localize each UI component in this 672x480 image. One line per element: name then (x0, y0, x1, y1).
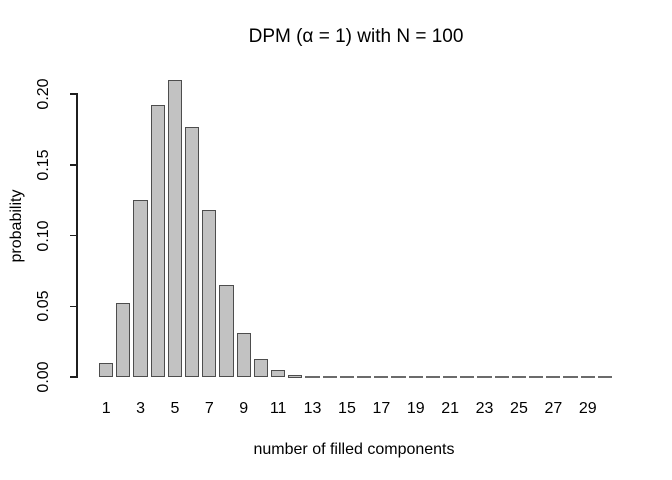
bar (271, 370, 286, 377)
zero-height-bar (477, 375, 492, 378)
x-tick-label: 3 (136, 400, 145, 417)
zero-height-bar (546, 375, 561, 378)
zero-height-bar (374, 375, 389, 378)
bar (219, 285, 234, 377)
zero-height-bar (425, 375, 441, 378)
zero-height-bar (305, 375, 320, 378)
zero-height-bar (580, 375, 595, 378)
bar (288, 374, 303, 378)
x-tick-label: 7 (204, 400, 214, 417)
bar (99, 362, 114, 377)
bar (253, 359, 269, 377)
bar (236, 333, 251, 377)
y-tick-label: 0.00 (35, 361, 52, 393)
zero-height-bar (322, 375, 337, 378)
x-tick-label: 1 (101, 400, 111, 417)
zero-height-bar (563, 375, 578, 378)
y-tick-label: 0.20 (35, 78, 52, 110)
y-tick-label: 0.15 (35, 149, 52, 181)
zero-height-bar (443, 375, 458, 378)
x-tick-label: 15 (338, 400, 356, 417)
y-tick-label: 0.05 (35, 290, 52, 322)
x-tick-label: 11 (269, 400, 287, 417)
x-tick-label: 27 (544, 400, 563, 417)
y-axis-tick (69, 93, 77, 95)
y-axis-tick (69, 234, 77, 237)
bar (133, 200, 148, 377)
zero-height-bar (357, 375, 372, 378)
zero-height-bar (511, 375, 527, 378)
zero-height-bar (408, 375, 423, 378)
bar (202, 210, 217, 377)
y-axis-tick (69, 164, 77, 166)
x-axis-title: number of filled components (253, 441, 455, 458)
y-axis-tick (69, 305, 77, 307)
chart-title: DPM (α = 1) with N = 100 (248, 26, 464, 47)
zero-height-bar (391, 375, 406, 378)
zero-height-bar (529, 375, 544, 378)
x-tick-label: 17 (372, 400, 391, 417)
y-tick-label: 0.10 (35, 219, 52, 252)
y-axis-line (76, 93, 78, 378)
x-tick-label: 25 (510, 400, 528, 417)
x-tick-label: 9 (239, 400, 249, 417)
zero-height-bar (494, 375, 509, 378)
x-tick-label: 19 (406, 400, 425, 417)
bar (116, 303, 131, 377)
bar (167, 79, 183, 377)
bar (150, 105, 165, 377)
x-tick-label: 21 (441, 400, 460, 417)
y-axis-tick (69, 376, 77, 378)
y-axis-title: probability (8, 189, 25, 263)
zero-height-bar (597, 375, 613, 378)
zero-height-bar (460, 375, 475, 378)
x-tick-label: 13 (303, 400, 322, 417)
x-tick-label: 23 (475, 400, 494, 417)
x-tick-label: 29 (578, 400, 597, 417)
bar (185, 126, 200, 377)
x-tick-label: 5 (170, 400, 180, 417)
zero-height-bar (339, 375, 355, 378)
